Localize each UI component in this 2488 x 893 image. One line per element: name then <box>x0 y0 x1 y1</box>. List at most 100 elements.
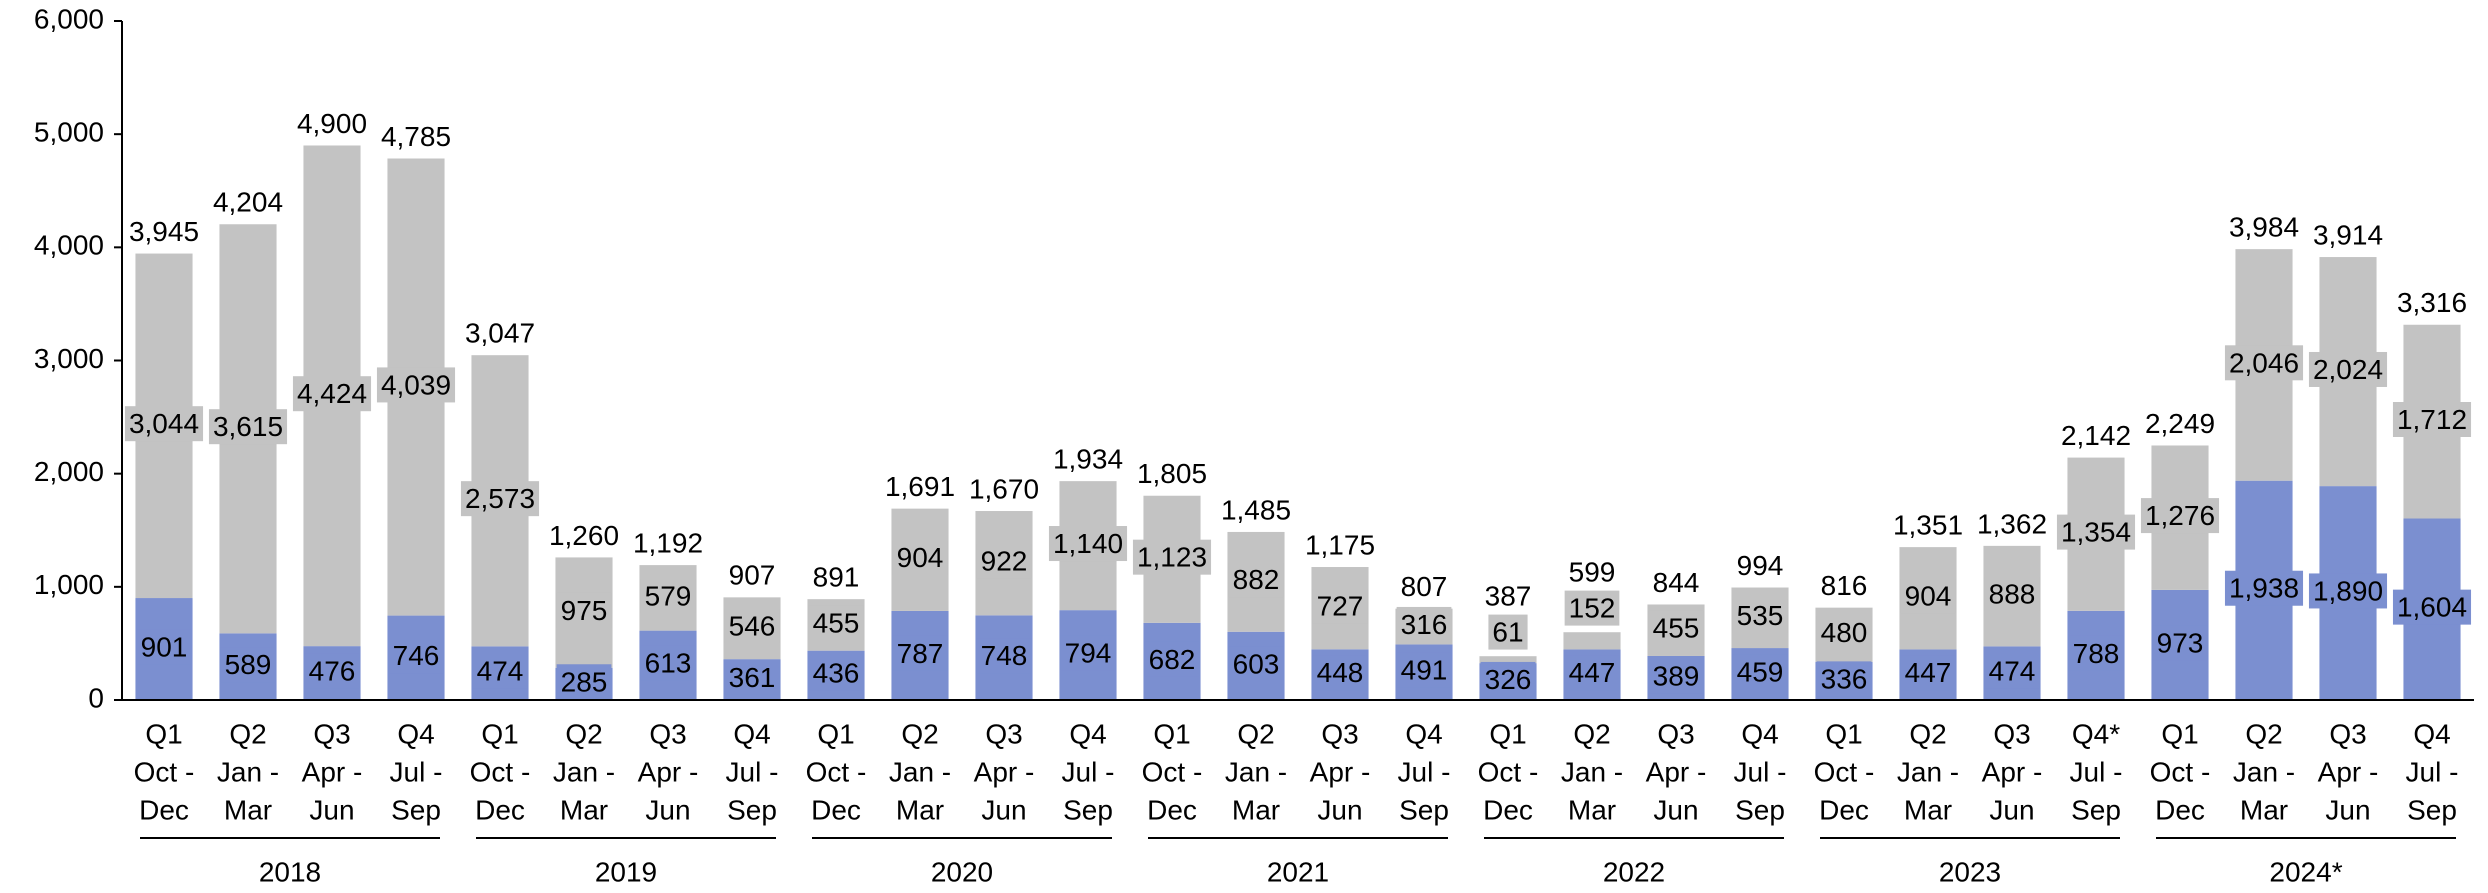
y-tick-label: 2,000 <box>34 456 104 487</box>
x-tick-label: Q1 <box>1825 718 1862 749</box>
x-tick-sublabel: Dec <box>139 794 189 825</box>
total-label: 844 <box>1653 567 1700 598</box>
value-label: 389 <box>1653 660 1700 691</box>
x-tick-sublabel: Sep <box>1399 794 1449 825</box>
value-label-bg <box>2224 345 2304 381</box>
x-tick-sublabel: Jul - <box>2070 756 2123 787</box>
value-label-bg <box>808 655 864 691</box>
x-tick-label: Q1 <box>1489 718 1526 749</box>
x-tick-label: Q3 <box>2329 718 2366 749</box>
total-label: 387 <box>1485 581 1532 612</box>
value-label: 2,573 <box>465 483 535 514</box>
value-label: 888 <box>1989 579 2036 610</box>
value-label-bg <box>724 659 780 695</box>
x-tick-label: Q2 <box>2245 718 2282 749</box>
x-tick-label: Q1 <box>2161 718 2198 749</box>
value-label-bg <box>292 376 372 412</box>
value-label: 1,276 <box>2145 500 2215 531</box>
y-tick-label: 4,000 <box>34 230 104 261</box>
value-label: 316 <box>1401 609 1448 640</box>
x-tick-label: Q4 <box>1741 718 1778 749</box>
y-tick-label: 5,000 <box>34 117 104 148</box>
value-label: 447 <box>1905 657 1952 688</box>
total-label: 907 <box>729 560 776 591</box>
value-label: 2,024 <box>2313 354 2383 385</box>
value-label-bg <box>1312 588 1368 624</box>
x-tick-label: Q2 <box>1909 718 1946 749</box>
total-label: 1,670 <box>969 473 1039 504</box>
value-label: 882 <box>1233 564 1280 595</box>
value-label-bg <box>1060 635 1116 671</box>
x-tick-sublabel: Apr - <box>302 756 363 787</box>
value-label-bg <box>1816 615 1872 651</box>
x-tick-label: Q1 <box>817 718 854 749</box>
x-tick-sublabel: Apr - <box>974 756 1035 787</box>
value-label: 447 <box>1569 657 1616 688</box>
value-label: 455 <box>813 607 860 638</box>
x-tick-label: Q2 <box>565 718 602 749</box>
total-label: 1,805 <box>1137 458 1207 489</box>
value-label: 975 <box>561 595 608 626</box>
x-tick-sublabel: Dec <box>1483 794 1533 825</box>
group-label: 2022 <box>1603 856 1665 887</box>
x-tick-label: Q2 <box>1237 718 1274 749</box>
value-label: 285 <box>561 666 608 697</box>
value-label-bg <box>1732 654 1788 690</box>
value-label-bg <box>1984 653 2040 689</box>
total-label: 1,192 <box>633 527 703 558</box>
x-tick-sublabel: Dec <box>475 794 525 825</box>
x-tick-sublabel: Dec <box>2155 794 2205 825</box>
value-label-bg <box>1648 610 1704 646</box>
value-label-bg <box>2140 498 2220 534</box>
x-tick-sublabel: Mar <box>224 794 272 825</box>
x-tick-sublabel: Oct - <box>806 756 867 787</box>
x-tick-label: Q4 <box>733 718 770 749</box>
x-tick-label: Q3 <box>985 718 1022 749</box>
value-label-bg <box>220 647 276 683</box>
value-label: 613 <box>645 648 692 679</box>
value-label: 361 <box>729 662 776 693</box>
value-label: 474 <box>1989 656 2036 687</box>
value-label-bg <box>208 409 288 445</box>
x-tick-sublabel: Jan - <box>1225 756 1287 787</box>
total-label: 3,316 <box>2397 287 2467 318</box>
total-label: 1,175 <box>1305 529 1375 560</box>
value-label-bg <box>124 406 204 442</box>
x-tick-sublabel: Apr - <box>2318 756 2379 787</box>
x-tick-sublabel: Jun <box>981 794 1026 825</box>
x-tick-label: Q1 <box>145 718 182 749</box>
value-label: 901 <box>141 631 188 662</box>
total-label: 807 <box>1401 571 1448 602</box>
value-label-bg <box>892 635 948 671</box>
total-label: 2,142 <box>2061 420 2131 451</box>
x-tick-sublabel: Dec <box>811 794 861 825</box>
value-label: 1,890 <box>2313 575 2383 606</box>
x-tick-sublabel: Sep <box>1063 794 1113 825</box>
value-label-bg <box>136 629 192 665</box>
x-tick-sublabel: Apr - <box>638 756 699 787</box>
x-tick-sublabel: Mar <box>1904 794 1952 825</box>
x-tick-sublabel: Mar <box>2240 794 2288 825</box>
x-tick-label: Q3 <box>1321 718 1358 749</box>
value-label: 794 <box>1065 637 1112 668</box>
x-tick-sublabel: Mar <box>1568 794 1616 825</box>
value-label-bg <box>808 605 864 641</box>
value-label-bg <box>388 638 444 674</box>
value-label-bg <box>1048 526 1128 562</box>
x-tick-label: Q4 <box>1405 718 1442 749</box>
bar-segment <box>1563 632 1621 650</box>
y-tick-label: 1,000 <box>34 569 104 600</box>
value-label: 491 <box>1401 655 1448 686</box>
x-tick-sublabel: Jan - <box>889 756 951 787</box>
total-label: 4,785 <box>381 121 451 152</box>
total-label: 3,914 <box>2313 219 2383 250</box>
value-label-bg <box>892 540 948 576</box>
value-label: 546 <box>729 611 776 642</box>
x-tick-sublabel: Sep <box>2407 794 2457 825</box>
value-label: 2,046 <box>2229 347 2299 378</box>
value-label: 1,712 <box>2397 404 2467 435</box>
total-label: 1,260 <box>549 520 619 551</box>
value-label: 3,615 <box>213 411 283 442</box>
value-label-bg <box>2056 514 2136 550</box>
